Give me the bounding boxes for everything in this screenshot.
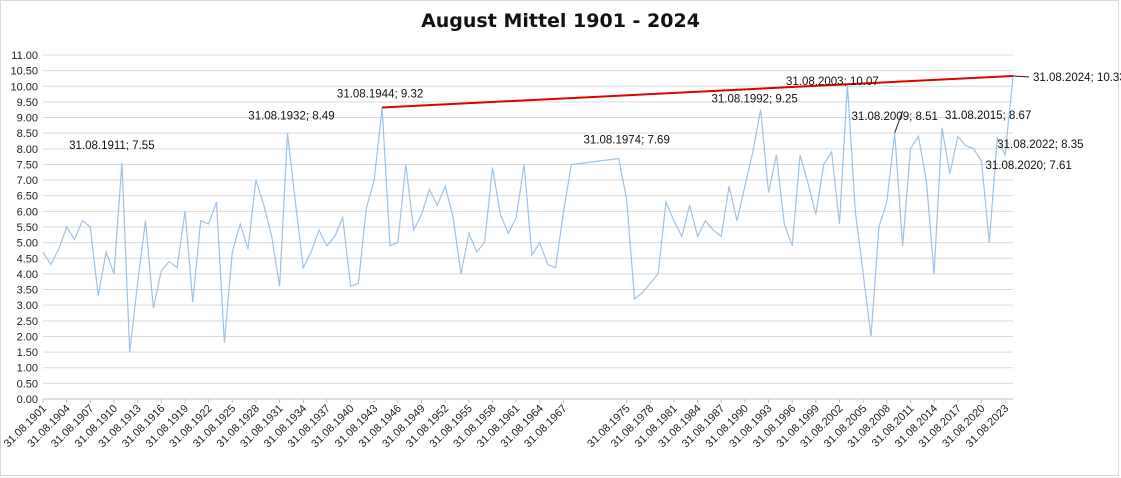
- y-tick-label: 4.50: [17, 253, 38, 265]
- data-label: 31.08.1932; 8.49: [248, 110, 334, 122]
- data-label: 31.08.2003; 10.07: [786, 76, 879, 88]
- y-tick-label: 5.50: [17, 222, 38, 234]
- data-label: 31.08.2015; 8.67: [945, 110, 1031, 122]
- y-tick-label: 7.00: [17, 175, 38, 187]
- data-label: 31.08.2022; 8.35: [997, 139, 1083, 151]
- chart-title: August Mittel 1901 - 2024: [421, 10, 700, 32]
- y-tick-label: 0.00: [17, 394, 38, 406]
- data-label: 31.08.1974; 7.69: [584, 135, 670, 147]
- y-tick-label: 6.50: [17, 191, 38, 203]
- data-label: 31.08.1992; 9.25: [711, 94, 797, 106]
- y-tick-label: 8.50: [17, 128, 38, 140]
- y-tick-label: 10.00: [10, 81, 38, 93]
- y-tick-label: 8.00: [17, 144, 38, 156]
- data-label: 31.08.2024; 10.33: [1033, 72, 1121, 84]
- series-line: [42, 75, 1014, 353]
- y-tick-label: 4.00: [17, 269, 38, 281]
- data-label: 31.08.1911; 7.55: [69, 140, 154, 152]
- y-tick-label: 1.00: [17, 363, 38, 375]
- y-tick-label: 7.50: [17, 159, 38, 171]
- y-tick-label: 6.00: [17, 206, 38, 218]
- data-label: 31.08.1944; 9.32: [337, 89, 423, 101]
- y-tick-label: 11.00: [11, 50, 38, 62]
- annotation-leader: [894, 110, 904, 134]
- y-tick-label: 0.50: [17, 378, 38, 390]
- y-tick-label: 1.50: [17, 347, 38, 359]
- y-tick-label: 5.00: [17, 238, 38, 250]
- y-tick-label: 3.00: [17, 300, 38, 312]
- y-tick-label: 3.50: [17, 285, 38, 297]
- data-label: 31.08.2020; 7.61: [985, 160, 1071, 172]
- y-tick-label: 9.00: [17, 113, 38, 125]
- annotation-leader: [1012, 75, 1030, 78]
- y-tick-label: 2.50: [17, 316, 38, 328]
- data-label: 31.08.2009; 8.51: [852, 111, 938, 123]
- y-tick-label: 2.00: [17, 331, 38, 343]
- trend-line: [382, 74, 1014, 109]
- y-tick-label: 10.50: [10, 66, 38, 78]
- y-tick-label: 9.50: [17, 97, 38, 109]
